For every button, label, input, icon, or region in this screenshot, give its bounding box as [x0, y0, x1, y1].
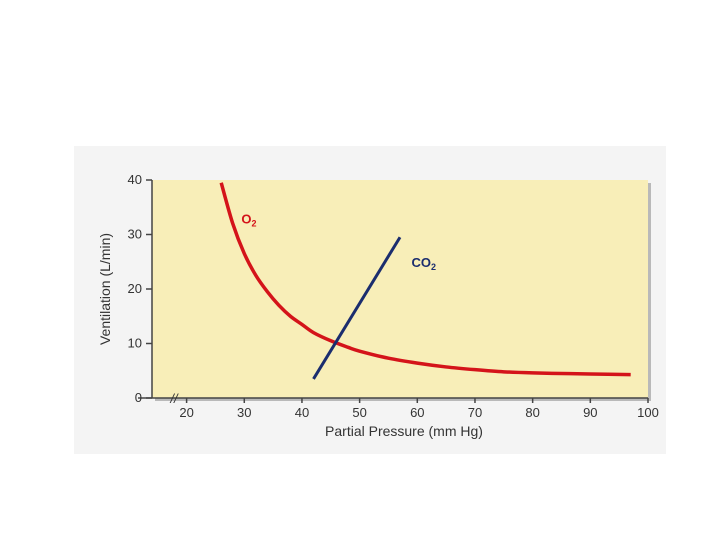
chart-figure: 0 10 20 30 40 20 30 40 50 60 70 80 90 100 // Partial Pr…: [74, 146, 666, 454]
plot-area: [152, 180, 648, 398]
x-tick-label: 70: [468, 405, 482, 420]
series-layer: [219, 182, 631, 380]
x-tick-label: 100: [637, 405, 659, 420]
x-tick-label: 60: [410, 405, 424, 420]
axes: [138, 179, 651, 403]
series-label-subscript: 2: [431, 262, 436, 272]
series-label-o2: O2: [241, 212, 256, 229]
series-line-o2: [219, 182, 631, 377]
x-tick-label: 50: [352, 405, 366, 420]
chart-svg: 0 10 20 30 40 20 30 40 50 60 70 80 90 100 // Partial Pr…: [97, 172, 659, 439]
labels: 0 10 20 30 40 20 30 40 50 60 70 80 90 100 // Partial Pr…: [97, 172, 659, 439]
y-axis-title: Ventilation (L/min): [97, 233, 113, 345]
x-axis-break-marker: //: [169, 391, 179, 406]
x-tick-label: 20: [179, 405, 193, 420]
y-tick-label: 40: [128, 172, 142, 187]
y-tick-label: 20: [128, 281, 142, 296]
x-tick-label: 40: [295, 405, 309, 420]
y-tick-label: 10: [128, 336, 142, 351]
series-label-subscript: 2: [252, 219, 257, 229]
x-tick-label: 80: [525, 405, 539, 420]
series-label-main: O: [241, 212, 251, 227]
series-label-co2: CO2: [412, 255, 437, 272]
x-axis-title: Partial Pressure (mm Hg): [325, 423, 483, 439]
y-tick-label: 0: [135, 390, 142, 405]
series-line-co2: [312, 236, 402, 380]
x-tick-label: 90: [583, 405, 597, 420]
x-tick-label: 30: [237, 405, 251, 420]
y-tick-label: 30: [128, 227, 142, 242]
series-label-main: CO: [412, 255, 432, 270]
